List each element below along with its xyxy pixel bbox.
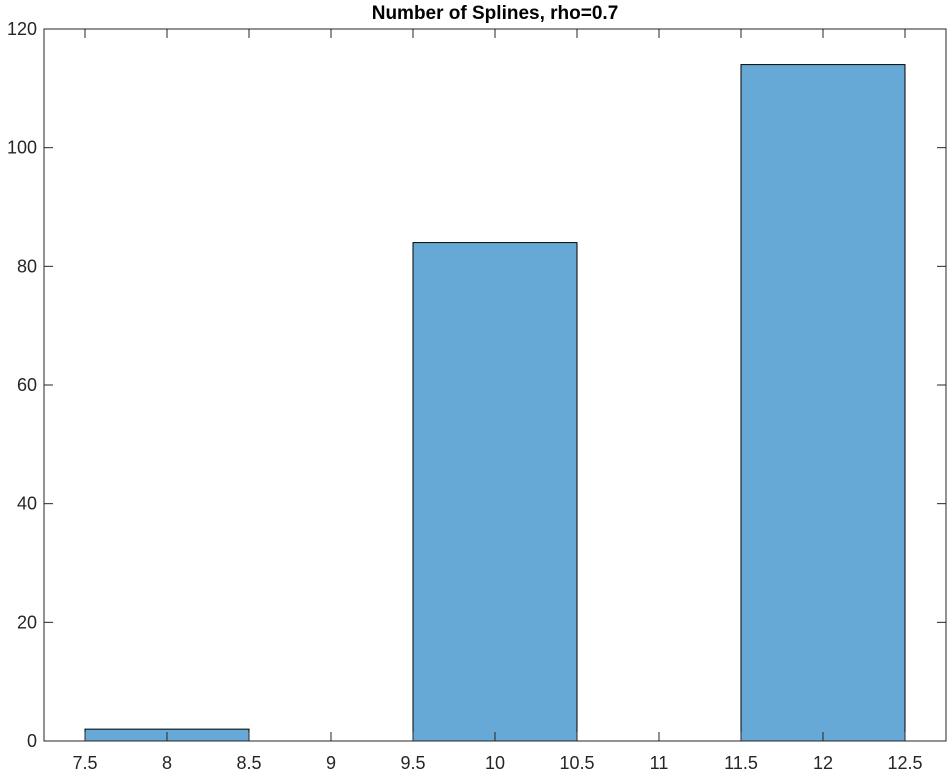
histogram-bar [740,64,906,742]
x-tick-label: 12 [813,753,833,772]
y-tick-label: 120 [7,19,37,39]
y-tick-label: 0 [27,731,37,751]
x-tick-label: 10.5 [559,753,594,772]
x-tick-layer: 7.5 8 8.5 9 9.5 10 10.5 11 11.5 12 12.5 [72,29,923,772]
chart-title: Number of Splines, rho=0.7 [372,3,619,24]
histogram-bar [412,242,578,742]
y-tick-label: 60 [17,375,37,395]
x-tick-label: 10 [485,753,505,772]
y-tick-label: 80 [17,256,37,276]
y-tick-label: 100 [7,138,37,158]
x-tick-label: 11 [650,753,669,772]
x-tick-label: 7.5 [72,753,97,772]
y-tick-layer: 0 20 40 60 80 100 120 [7,19,946,751]
x-tick-label: 9.5 [400,753,425,772]
x-tick-label: 8 [162,753,172,772]
x-tick-label: 8.5 [236,753,261,772]
y-tick-label: 40 [17,494,37,514]
bars-layer [84,64,906,742]
x-tick-label: 12.5 [887,753,922,772]
y-tick-label: 20 [17,612,37,632]
x-tick-label: 9 [326,753,336,772]
x-tick-label: 11.5 [724,753,758,772]
